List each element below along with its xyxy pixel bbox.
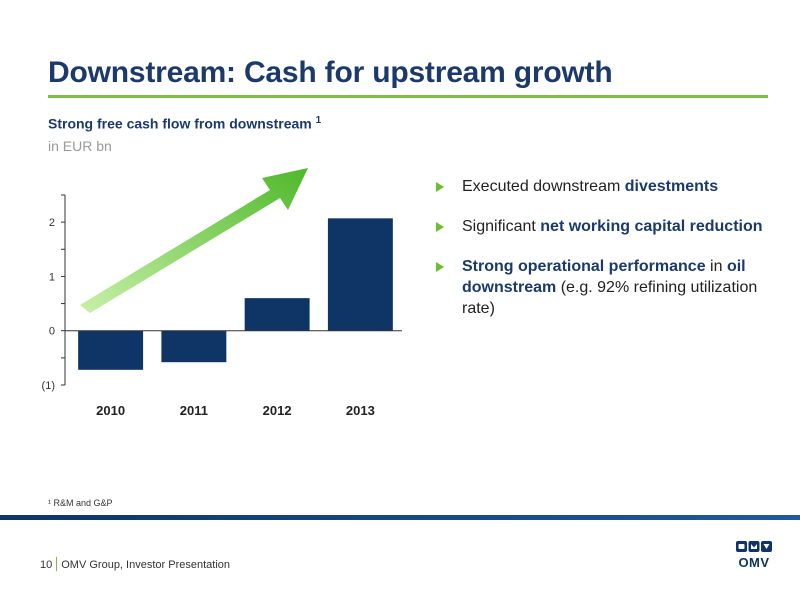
x-tick-label: 2010 — [96, 403, 125, 418]
omv-logo: OMV — [736, 541, 772, 575]
footer: 10 OMV Group, Investor Presentation — [40, 557, 230, 571]
bullet-text: Significant — [462, 218, 541, 235]
slide-title: Downstream: Cash for upstream growth — [48, 56, 613, 89]
bullet-text: in — [705, 258, 727, 275]
x-tick-label: 2012 — [263, 403, 292, 418]
bullet-emphasis: oil downstream — [462, 258, 746, 296]
footnote-marker: 1 — [315, 115, 322, 126]
footer-separator — [56, 557, 58, 571]
y-tick-label: 2 — [49, 217, 55, 229]
unit-label: in EUR bn — [48, 138, 112, 154]
bar-2012 — [244, 298, 310, 331]
chart-subtitle: Strong free cash flow from downstream 1 — [48, 115, 321, 132]
bullet-triangle-icon — [436, 182, 444, 192]
footer-text: OMV Group, Investor Presentation — [61, 559, 230, 571]
footer-band — [0, 515, 800, 520]
page-number: 10 — [40, 559, 53, 571]
x-tick-label: 2013 — [346, 403, 375, 418]
bullet-item: Strong operational performance in oil do… — [436, 256, 766, 319]
y-tick-label: (1) — [42, 380, 55, 392]
bar-2011 — [161, 330, 227, 363]
bullet-emphasis: Strong operational performance — [462, 258, 706, 275]
x-tick-label: 2011 — [180, 403, 208, 418]
bullet-triangle-icon — [436, 222, 444, 232]
bar-2013 — [327, 218, 393, 331]
title-underline — [48, 95, 768, 98]
bullet-emphasis: divestments — [624, 178, 719, 195]
bullet-text: Executed downstream — [462, 178, 625, 195]
y-tick-label: 0 — [49, 326, 55, 338]
bullet-item: Significant net working capital reductio… — [436, 216, 766, 237]
bullet-triangle-icon — [436, 262, 444, 272]
bullet-item: Executed downstream divestments — [436, 176, 766, 197]
footnote: ¹ R&M and G&P — [48, 498, 113, 508]
bar-2010 — [78, 330, 144, 370]
y-tick-label: 1 — [49, 271, 55, 283]
chart-subtitle-text: Strong free cash flow from downstream — [48, 115, 312, 132]
omv-logo-mark — [736, 541, 772, 552]
trend-arrow-icon — [80, 168, 308, 313]
bar-chart: (1) 0 1 2 2010 2011 2012 2013 — [42, 168, 402, 418]
bullet-list: Executed downstream divestments Significa… — [436, 176, 766, 338]
bullet-text: (e.g. 92% refining utilization rate) — [462, 279, 758, 317]
bullet-emphasis: net working capital reduction — [540, 218, 763, 235]
omv-logo-text: OMV — [738, 555, 770, 570]
